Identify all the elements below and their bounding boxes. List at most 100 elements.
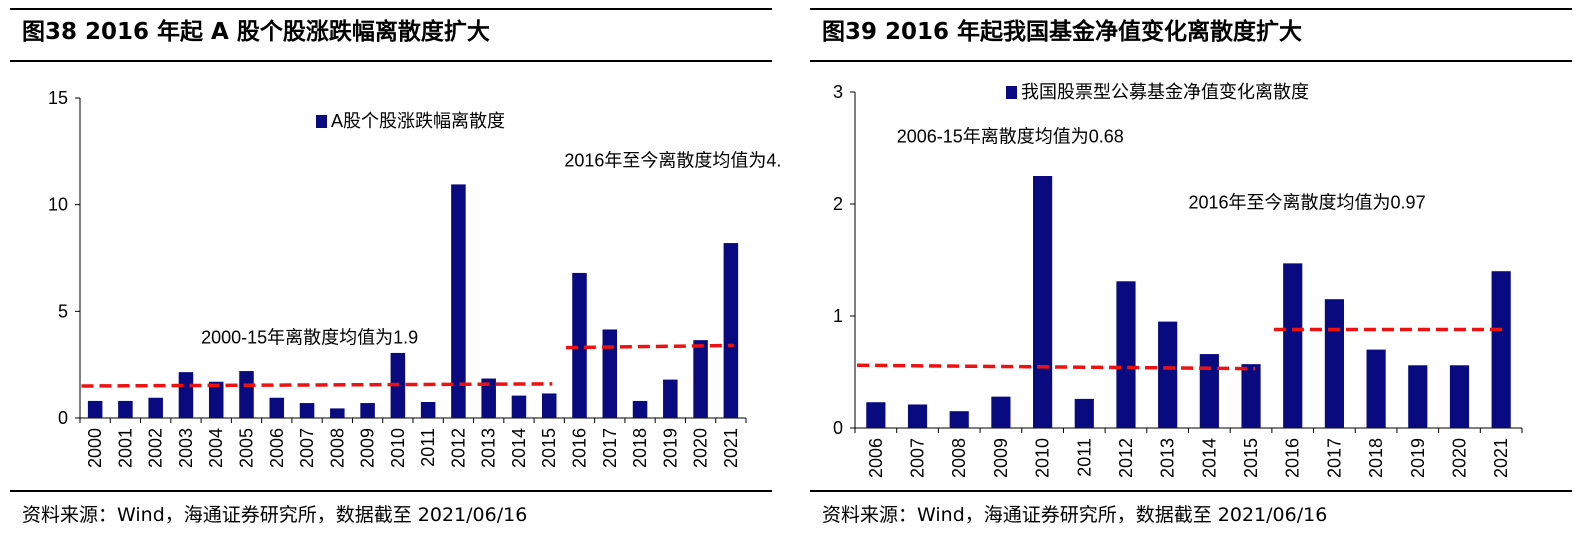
y-tick-label: 1: [833, 306, 843, 326]
left-figure-panel: 图38 2016 年起 A 股个股涨跌幅离散度扩大 0 5 10 15 2000 2001…: [0, 0, 780, 540]
bar: [420, 402, 436, 418]
bar: [87, 400, 103, 418]
x-tick-label: 2005: [237, 428, 257, 468]
bar: [1491, 271, 1511, 428]
x-tick-label: 2009: [358, 428, 378, 468]
y-tick-label: 3: [833, 82, 843, 102]
bar: [511, 395, 527, 418]
y-tick-label: 5: [58, 301, 68, 321]
x-tick-label: 2020: [1449, 438, 1469, 478]
x-tick-label: 2004: [206, 428, 226, 468]
y-tick-label: 0: [58, 408, 68, 428]
x-tick-label: 2019: [660, 428, 680, 468]
title-rule: [10, 60, 772, 62]
legend-swatch: [1006, 86, 1017, 99]
average-reference-line: [565, 343, 734, 350]
x-tick-label: 2009: [991, 438, 1011, 478]
bar: [949, 411, 969, 428]
x-tick-label: 2007: [297, 428, 317, 468]
x-tick-label: 2000: [85, 428, 105, 468]
average-annotation: 2016年至今离散度均值为0.97: [1189, 192, 1426, 212]
x-tick-label: 2015: [1241, 438, 1261, 478]
x-tick-label: 2008: [949, 438, 969, 478]
x-tick-label: 2014: [1199, 438, 1219, 478]
bar: [1074, 398, 1094, 428]
x-tick-label: 2019: [1408, 438, 1428, 478]
average-reference-line: [81, 382, 553, 388]
average-annotation: 2000-15年离散度均值为1.9: [201, 327, 418, 347]
x-tick-label: 2006: [866, 438, 886, 478]
bar-chart: 0 5 10 15 2000 2001 2002 2003 2004 2005 2006 2007 20…: [48, 88, 780, 468]
bar: [1324, 299, 1344, 428]
x-tick-label: 2011: [1074, 438, 1094, 477]
bar: [481, 378, 496, 418]
x-tick-label: 2017: [600, 428, 620, 468]
y-tick-label: 15: [48, 88, 68, 108]
right-figure-panel: 图39 2016 年起我国基金净值变化离散度扩大 0 1 2 3 2006 2007 200…: [800, 0, 1590, 540]
x-tick-label: 2016: [570, 428, 590, 468]
x-tick-label: 2020: [691, 428, 711, 468]
bar: [148, 397, 163, 418]
bar: [239, 371, 254, 418]
x-tick-label: 2002: [146, 428, 166, 468]
x-tick-label: 2016: [1283, 438, 1303, 478]
figure-title: 图38 2016 年起 A 股个股涨跌幅离散度扩大: [22, 19, 490, 45]
bar: [866, 402, 886, 428]
source-note: 资料来源：Wind，海通证券研究所，数据截至 2021/06/16: [822, 504, 1328, 526]
bar: [991, 396, 1011, 428]
bar: [208, 381, 224, 418]
legend-label: A股个股涨跌幅离散度: [331, 111, 505, 131]
x-tick-label: 2021: [721, 428, 741, 468]
bar: [572, 272, 587, 418]
bar: [1366, 349, 1386, 428]
x-tick-label: 2021: [1491, 438, 1511, 478]
bar: [1116, 281, 1136, 428]
bar: [360, 403, 375, 418]
x-tick-label: 2011: [418, 428, 438, 467]
x-tick-label: 2012: [448, 428, 468, 468]
bar: [1449, 365, 1470, 428]
bar: [451, 184, 466, 418]
bar: [1408, 365, 1428, 428]
x-tick-label: 2013: [1158, 438, 1178, 478]
x-tick-label: 2014: [509, 428, 529, 468]
bar: [269, 397, 285, 418]
bar: [118, 400, 133, 418]
x-tick-label: 2010: [1033, 438, 1053, 478]
bar-chart: 0 1 2 3 2006 2007 2008 2009 2010 2011 2012 2013 2014…: [833, 82, 1523, 478]
x-tick-label: 2012: [1116, 438, 1136, 478]
bar: [693, 340, 708, 418]
figure-title: 图39 2016 年起我国基金净值变化离散度扩大: [822, 19, 1303, 45]
bar: [178, 372, 194, 418]
x-tick-label: 2010: [388, 428, 408, 468]
bar: [1033, 176, 1053, 428]
bar: [299, 403, 315, 418]
bar: [632, 400, 648, 418]
x-tick-label: 2018: [1366, 438, 1386, 478]
source-rule: [810, 490, 1572, 492]
x-tick-label: 2007: [908, 438, 928, 478]
bar: [602, 329, 618, 418]
y-tick-label: 0: [833, 418, 843, 438]
bar: [1158, 321, 1178, 428]
bar: [1283, 263, 1303, 428]
bar: [541, 393, 557, 418]
top-rule: [810, 8, 1572, 10]
x-tick-label: 2003: [176, 428, 196, 468]
bar: [663, 379, 678, 418]
x-tick-label: 2006: [267, 428, 287, 468]
legend-swatch: [316, 115, 327, 128]
bar: [1241, 364, 1261, 428]
y-tick-label: 10: [48, 195, 68, 215]
x-tick-label: 2017: [1324, 438, 1344, 478]
x-tick-label: 2015: [539, 428, 559, 468]
source-note: 资料来源：Wind，海通证券研究所，数据截至 2021/06/16: [22, 504, 528, 526]
average-annotation: 2006-15年离散度均值为0.68: [897, 126, 1124, 146]
bar: [723, 243, 739, 418]
x-tick-label: 2008: [327, 428, 347, 468]
legend-label: 我国股票型公募基金净值变化离散度: [1021, 82, 1309, 102]
x-tick-label: 2013: [479, 428, 499, 468]
y-tick-label: 2: [833, 194, 843, 214]
x-tick-label: 2018: [630, 428, 650, 468]
title-rule: [810, 60, 1572, 62]
